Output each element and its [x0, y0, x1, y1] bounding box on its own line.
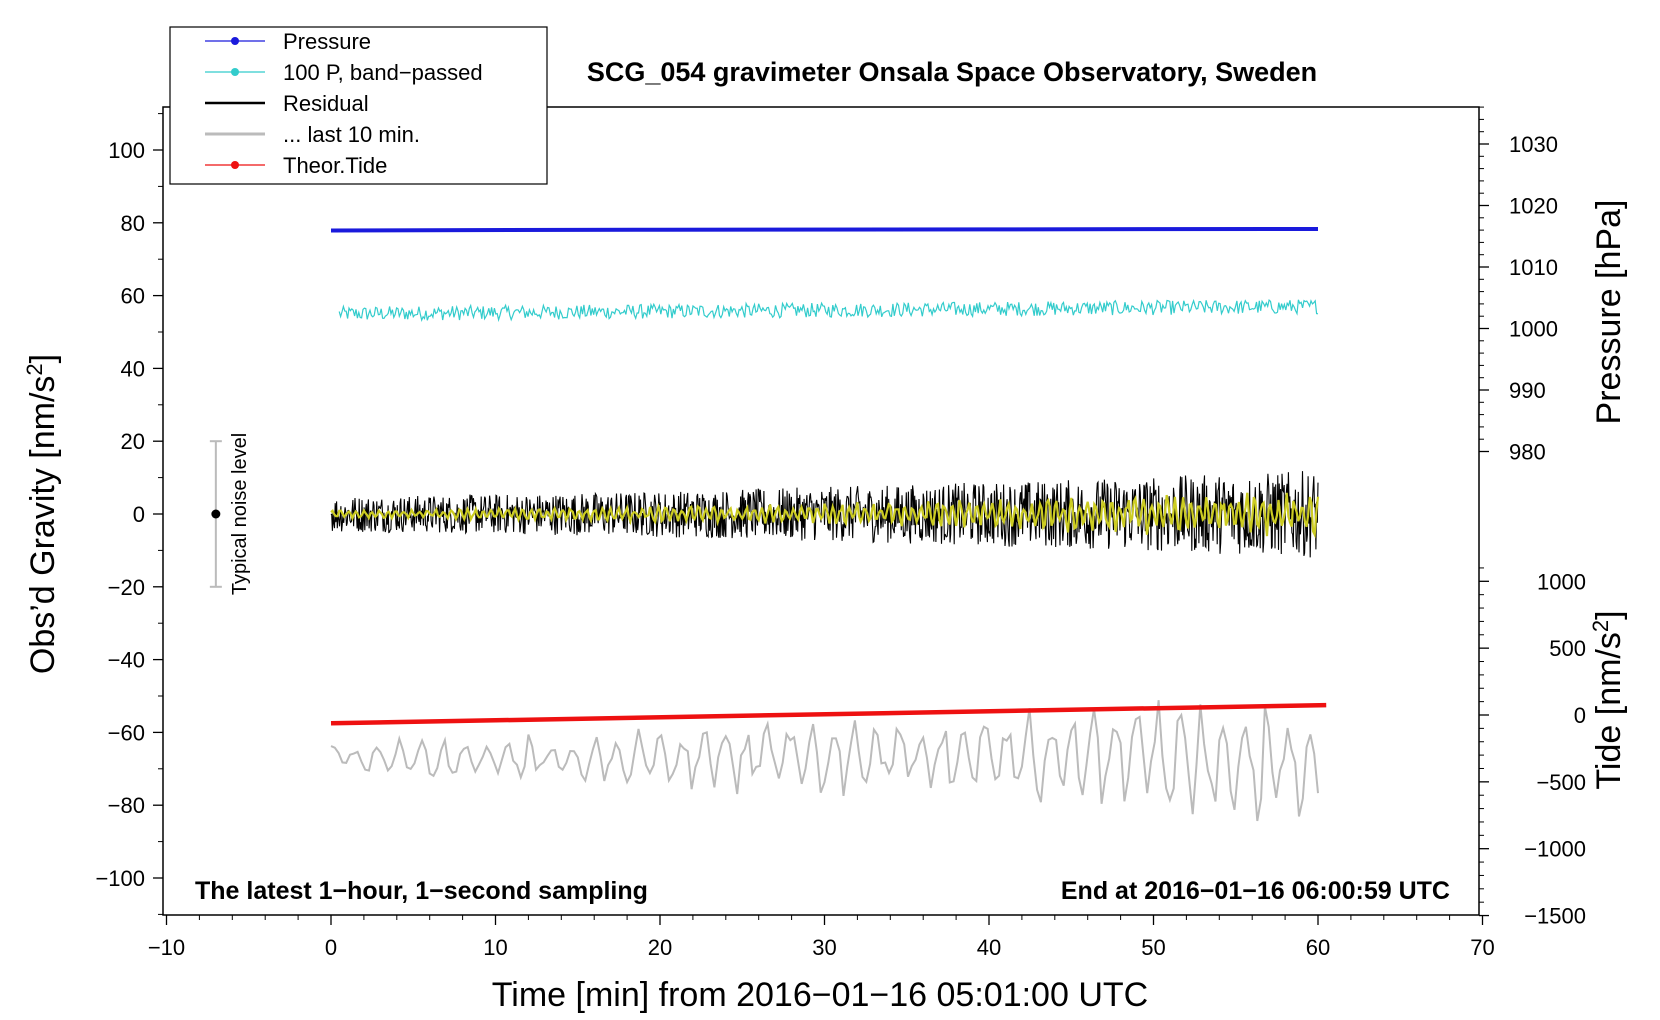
x-tick-label: 30: [812, 935, 836, 960]
legend-marker: [231, 161, 239, 169]
tide-tick-label: 1000: [1537, 569, 1586, 594]
y-axis-gravity: 100 80 60 40 20 0 −20 −40 −60 −80 −100: [95, 113, 163, 915]
y-axis-label-gravity: Obs’d Gravity [nm/s2]: [22, 354, 62, 674]
x-tick-label: 60: [1306, 935, 1330, 960]
tide-tick-label: −1000: [1524, 837, 1586, 862]
legend-box: [169, 26, 548, 185]
noise-center-dot: [211, 509, 221, 519]
chart-title: SCG_054 gravimeter Onsala Space Observat…: [587, 57, 1317, 87]
series-layer: [330, 226, 1327, 822]
y-tick-label: 60: [121, 284, 145, 309]
pressure-tick-label: 1010: [1509, 255, 1558, 280]
plot-frame: [162, 106, 1480, 916]
y-axis-label-pressure: Pressure [hPa]: [1590, 200, 1628, 425]
pressure-tick-label: 980: [1509, 440, 1546, 465]
y-tick-label: 80: [121, 211, 145, 236]
tide-tick-label: 500: [1549, 636, 1586, 661]
y-tick-label: 20: [121, 429, 145, 454]
series-last-10-min: [330, 700, 1319, 822]
y-tick-label: −40: [108, 648, 145, 673]
y-tick-label: −100: [95, 866, 145, 891]
pressure-tick-label: 990: [1509, 378, 1546, 403]
legend-label: Theor.Tide: [283, 153, 387, 178]
y-tick-label: −20: [108, 575, 145, 600]
series-residual-smoothed: [330, 492, 1320, 539]
y-tick-label: 40: [121, 356, 145, 381]
legend-label: Pressure: [283, 29, 371, 54]
tide-tick-label: 0: [1574, 703, 1586, 728]
y-axis-pressure: 1030 1020 1010 1000 990 980: [1479, 106, 1558, 465]
annotation-right: End at 2016−01−16 06:00:59 UTC: [1061, 877, 1450, 905]
legend-label: ... last 10 min.: [283, 122, 420, 147]
y-axis-tide: 1000 500 0 −500 −1000 −1500: [1479, 567, 1586, 929]
x-axis-label: Time [min] from 2016−01−16 05:01:00 UTC: [492, 976, 1148, 1014]
series-pressure: [330, 226, 1319, 233]
legend-marker: [231, 37, 239, 45]
series-theor-tide: [330, 702, 1327, 726]
y-tick-label: −60: [108, 720, 145, 745]
pressure-tick-label: 1000: [1509, 317, 1558, 342]
legend-label: Residual: [283, 91, 369, 116]
y-axis-label-tide: Tide [nm/s2]: [1588, 610, 1628, 789]
x-tick-label: 20: [648, 935, 672, 960]
y-tick-label: −80: [108, 793, 145, 818]
x-tick-label: 50: [1141, 935, 1165, 960]
series-pressure-bandpassed: [338, 298, 1319, 323]
pressure-tick-label: 1020: [1509, 194, 1558, 219]
pressure-tick-label: 1030: [1509, 132, 1558, 157]
x-tick-label: 40: [977, 935, 1001, 960]
x-tick-label: 10: [483, 935, 507, 960]
y-tick-label: 0: [133, 502, 145, 527]
x-tick-label: 70: [1470, 935, 1494, 960]
x-tick-label: 0: [325, 935, 337, 960]
annotation-left: The latest 1−hour, 1−second sampling: [195, 877, 648, 905]
legend-marker: [231, 68, 239, 76]
noise-label: Typical noise level: [229, 433, 251, 595]
legend: Pressure 100 P, band−passed Residual ... la…: [169, 26, 548, 185]
tide-tick-label: −1500: [1524, 904, 1586, 929]
tide-tick-label: −500: [1536, 770, 1586, 795]
x-tick-label: −10: [148, 935, 185, 960]
x-axis: −10 0 10 20 30 40 50 60 70: [148, 915, 1495, 960]
y-tick-label: 100: [108, 138, 145, 163]
legend-label: 100 P, band−passed: [283, 60, 483, 85]
noise-level-indicator: Typical noise level: [209, 433, 251, 595]
